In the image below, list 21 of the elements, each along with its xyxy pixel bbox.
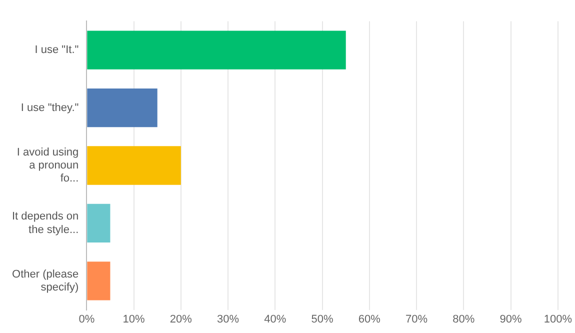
y-tick-label: I use "they." <box>20 102 79 114</box>
bar <box>87 146 181 185</box>
x-tick-label: 10% <box>122 313 146 326</box>
y-tick-label: Other (please specify) <box>12 268 79 294</box>
x-tick-label: 40% <box>264 313 286 326</box>
bar <box>87 204 110 243</box>
y-tick-label: I avoid using a pronoun fo... <box>16 146 79 185</box>
x-tick-label: 80% <box>452 313 475 326</box>
bar <box>87 30 346 70</box>
x-tick-label: 30% <box>217 313 240 326</box>
x-tick-label: 20% <box>170 313 192 326</box>
x-tick-label: 70% <box>406 313 428 326</box>
x-tick-label: 60% <box>358 313 381 326</box>
y-tick-label: It depends on the style... <box>12 210 79 236</box>
bar <box>87 88 158 128</box>
x-tick-label: 0% <box>78 313 95 326</box>
y-tick-label: I use "It." <box>34 44 79 56</box>
bar <box>87 262 110 300</box>
x-tick-label: 50% <box>311 313 334 326</box>
x-tick-label: 90% <box>500 313 522 326</box>
x-tick-label: 100% <box>544 313 572 326</box>
